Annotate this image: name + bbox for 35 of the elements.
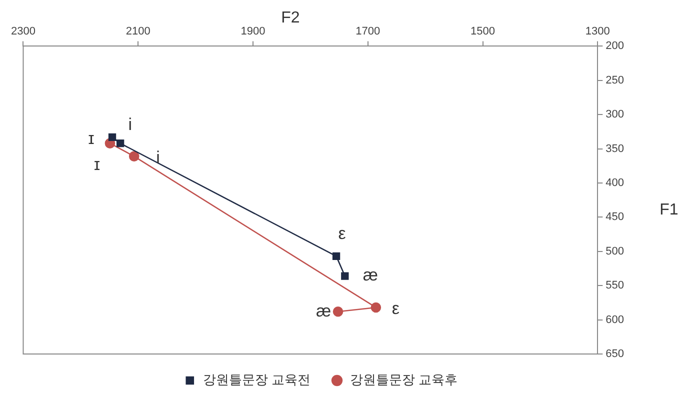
y-tick-label: 300 <box>606 108 624 121</box>
x-axis-title: F2 <box>281 9 300 26</box>
y-tick-label: 400 <box>606 177 624 190</box>
x-tick-label: 2300 <box>10 26 36 38</box>
annotation: ɪ <box>88 128 94 148</box>
y-tick-label: 250 <box>606 74 624 86</box>
annotation: i <box>156 148 160 168</box>
point <box>108 133 116 142</box>
y-tick-label: 350 <box>606 142 624 155</box>
legend-label: 강원틀문장 교육전 <box>202 372 311 388</box>
y-tick-label: 450 <box>606 211 624 224</box>
annotation: ε <box>392 299 400 318</box>
point <box>332 252 340 260</box>
y-tick-label: 550 <box>606 280 624 292</box>
x-tick-label: 2100 <box>126 26 150 38</box>
y-tick-label: 650 <box>606 348 624 360</box>
y-tick-label: 600 <box>606 314 624 326</box>
x-tick-label: 1900 <box>240 26 266 38</box>
point <box>341 272 349 280</box>
x-tick-label: 1700 <box>356 26 380 38</box>
y-tick-label: 200 <box>606 40 624 52</box>
point <box>116 139 124 148</box>
y-axis-title: F1 <box>660 202 678 219</box>
legend-label: 강원틀문장 교육후 <box>350 372 458 388</box>
point <box>332 306 344 317</box>
y-tick-label: 500 <box>606 245 624 258</box>
annotation: ε <box>338 224 346 243</box>
annotation: i <box>128 115 132 134</box>
annotation: ɪ <box>94 155 100 174</box>
point <box>128 151 140 162</box>
annotation: æ <box>316 301 332 320</box>
annotation: æ <box>362 266 378 285</box>
x-tick-label: 1500 <box>470 26 496 38</box>
x-tick-label: 1300 <box>585 26 610 38</box>
point <box>370 302 382 313</box>
